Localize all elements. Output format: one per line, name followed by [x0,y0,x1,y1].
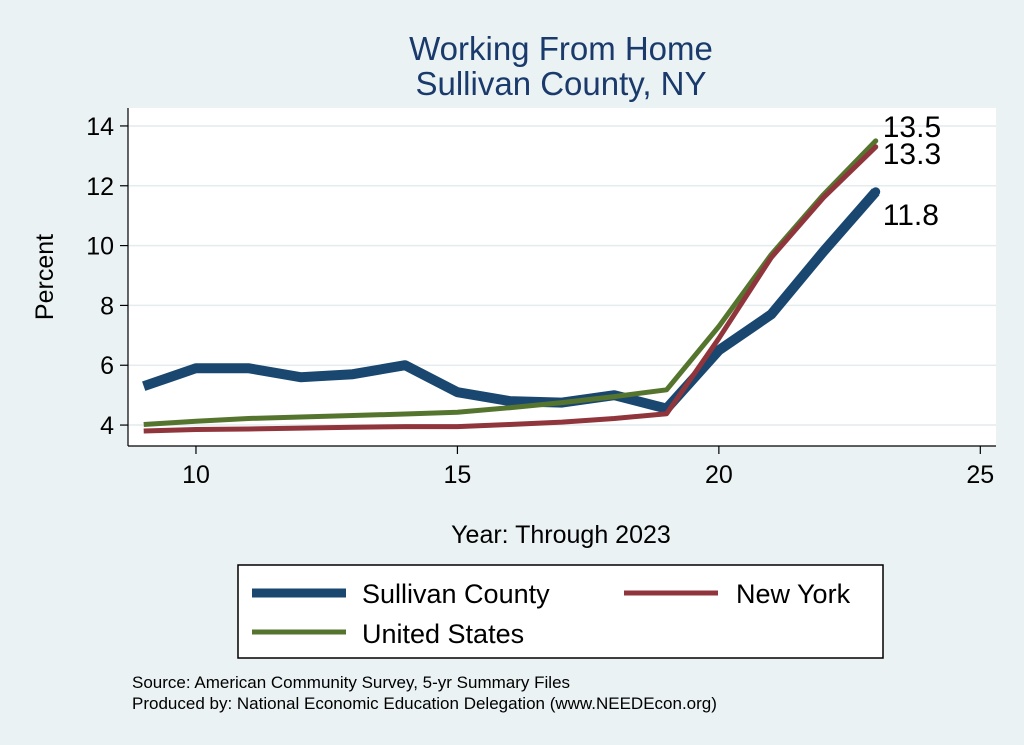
x-tick-label-25: 25 [966,461,994,489]
series-lines [142,139,880,434]
x-tick-label-20: 20 [705,461,733,489]
series-line-new-york [143,145,878,434]
x-tick-label-15: 15 [444,461,472,489]
legend-box [237,564,884,659]
series-line-sullivan-county [142,188,880,414]
x-axis-title: Year: Through 2023 [451,521,671,549]
end-label-sullivan-county: 11.8 [883,199,939,232]
legend-label-new-york: New York [736,579,851,609]
y-tick-label-14: 14 [86,113,114,141]
legend-label-sullivan-county: Sullivan County [362,579,550,609]
producer-note: Produced by: National Economic Education… [132,694,717,713]
legend-label-united-states: United States [362,619,524,649]
end-label-united-states: 13.5 [883,111,941,144]
y-tick-label-4: 4 [100,412,114,440]
gridlines [128,125,996,426]
chart-subtitle: Sullivan County, NY [415,65,706,102]
y-tick-label-10: 10 [86,233,114,261]
y-ticks: 4 6 8 10 12 14 [86,113,128,440]
y-tick-label-12: 12 [86,173,114,201]
end-label-new-york: 13.3 [883,138,941,171]
y-tick-label-8: 8 [100,292,114,320]
end-point-sullivan-county [871,187,881,197]
chart-title: Working From Home [409,30,713,67]
x-ticks: 10 15 20 25 [182,446,994,489]
source-note: Source: American Community Survey, 5-yr … [132,673,570,692]
y-tick-label-6: 6 [100,352,114,380]
end-point-united-states [873,138,879,144]
series-line-united-states [143,139,878,427]
end-point-new-york [873,144,879,150]
y-axis-title: Percent [31,234,59,320]
end-labels: 11.8 13.313.5 [871,111,941,232]
x-tick-label-10: 10 [182,461,210,489]
